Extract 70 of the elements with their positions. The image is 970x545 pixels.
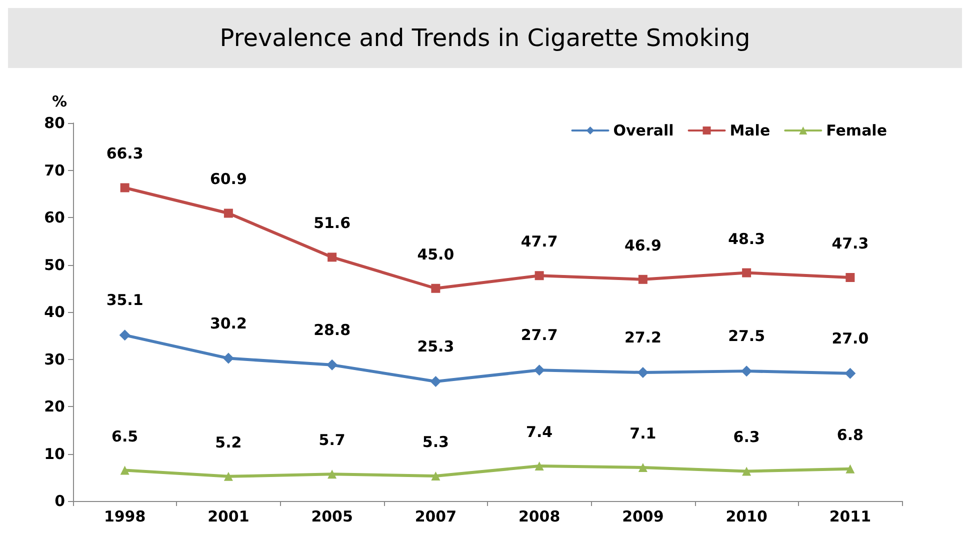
y-tick-label: 40	[44, 303, 65, 321]
data-label: 5.7	[318, 431, 346, 450]
point	[430, 376, 442, 387]
data-label: 5.3	[422, 432, 449, 451]
data-label: 28.8	[314, 320, 351, 339]
point	[741, 366, 752, 377]
data-label: 60.9	[210, 170, 247, 188]
point	[844, 368, 856, 379]
y-axis-title: %	[52, 92, 67, 110]
point	[328, 470, 337, 479]
point	[224, 208, 233, 218]
y-tick-label: 50	[44, 256, 65, 274]
data-label: 27.5	[728, 327, 766, 346]
point	[638, 274, 648, 284]
point	[120, 466, 130, 475]
point	[742, 466, 752, 476]
y-tick-label: 60	[44, 208, 65, 226]
x-tick-label: 2010	[726, 508, 768, 526]
point	[222, 352, 234, 364]
legend-label: Female	[826, 122, 888, 140]
point	[534, 271, 544, 280]
data-label: 45.0	[417, 245, 454, 264]
data-label: 6.8	[836, 426, 864, 444]
y-tick-label: 20	[44, 398, 65, 416]
point	[431, 284, 440, 293]
data-label: 5.2	[215, 433, 242, 452]
data-label: 47.7	[520, 232, 558, 251]
point	[846, 464, 855, 474]
data-label: 47.3	[832, 234, 869, 253]
data-label: 27.0	[832, 329, 869, 348]
point	[638, 462, 648, 472]
point	[534, 462, 544, 471]
point	[120, 183, 130, 192]
y-tick-label: 80	[44, 114, 65, 132]
data-label: 27.7	[520, 326, 558, 344]
data-label: 25.3	[417, 337, 454, 356]
x-tick-label: 2008	[518, 508, 560, 526]
chart-title: Prevalence and Trends in Cigarette Smoking	[8, 8, 962, 68]
legend-label: Overall	[613, 122, 674, 140]
data-label: 7.4	[526, 423, 553, 442]
data-label: 48.3	[728, 230, 766, 248]
point	[846, 273, 855, 282]
point	[119, 330, 130, 341]
y-tick-label: 0	[54, 492, 65, 510]
point	[534, 364, 545, 376]
x-tick-label: 2011	[829, 508, 872, 526]
legend-label: Male	[730, 122, 770, 140]
data-label: 46.9	[624, 236, 662, 254]
data-label: 66.3	[106, 144, 144, 163]
x-tick-label: 2005	[311, 508, 353, 526]
point	[326, 359, 338, 370]
data-label: 6.5	[112, 427, 138, 446]
data-label: 27.2	[624, 328, 662, 346]
data-label: 6.3	[733, 428, 760, 446]
y-tick-label: 30	[44, 350, 65, 368]
data-label: 30.2	[210, 314, 247, 332]
x-tick-label: 1998	[104, 508, 146, 526]
x-tick-label: 2007	[414, 508, 457, 526]
y-tick-label: 10	[44, 444, 65, 463]
data-label: 35.1	[106, 291, 144, 310]
x-tick-label: 2009	[622, 508, 664, 526]
point	[224, 472, 233, 481]
y-tick-label: 70	[44, 161, 65, 180]
point	[328, 252, 337, 262]
point	[637, 366, 648, 378]
x-tick-label: 2001	[208, 508, 250, 526]
data-label: 7.1	[630, 424, 656, 442]
point	[742, 268, 752, 278]
data-label: 51.6	[314, 214, 351, 232]
point	[431, 471, 440, 480]
